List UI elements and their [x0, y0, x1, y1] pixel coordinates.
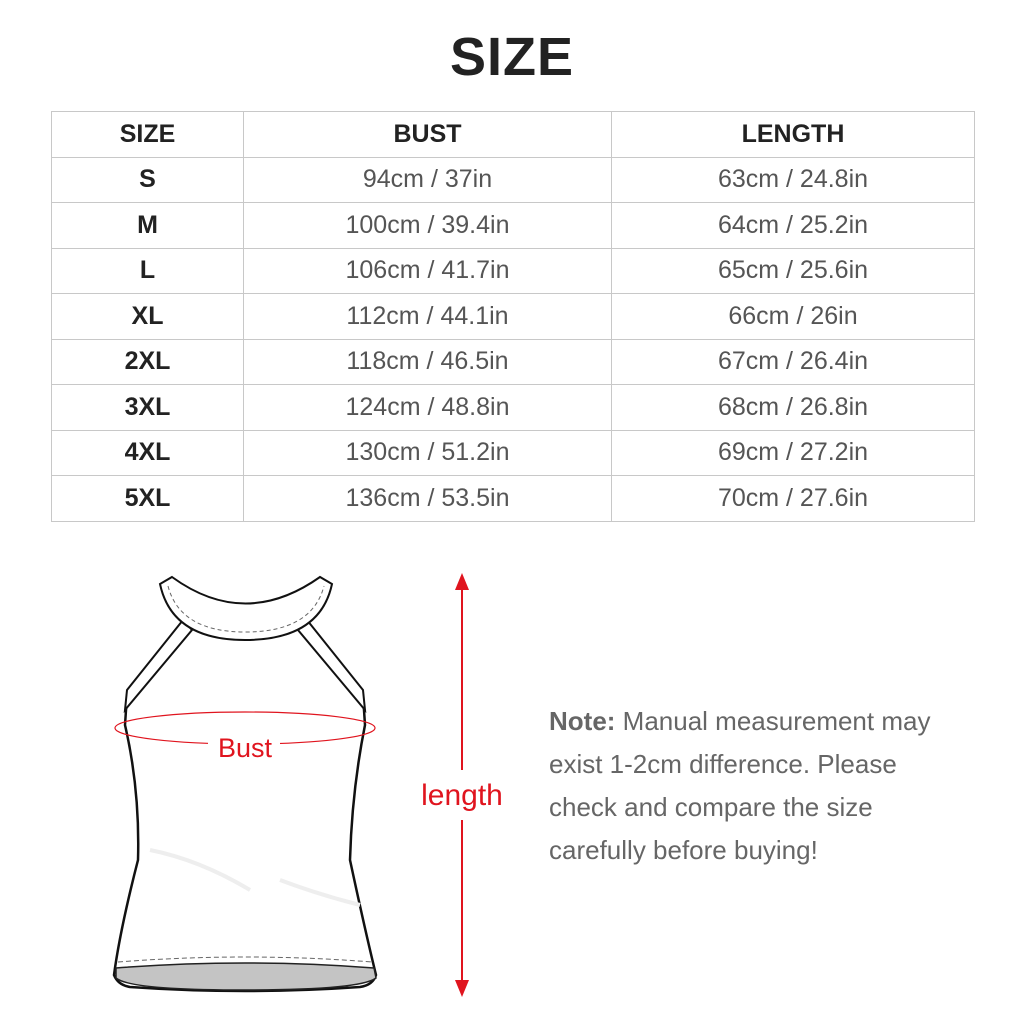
cell-bust: 130cm / 51.2in	[243, 429, 612, 476]
note-label: Note:	[549, 706, 616, 736]
length-measure: length	[421, 573, 503, 997]
cell-length: 63cm / 24.8in	[611, 156, 975, 203]
cell-length: 66cm / 26in	[611, 293, 975, 340]
table-row: 4XL 130cm / 51.2in 69cm / 27.2in	[51, 429, 975, 476]
tank-top-illustration	[112, 575, 378, 993]
table-row: L 106cm / 41.7in 65cm / 25.6in	[51, 247, 975, 294]
cell-length: 67cm / 26.4in	[611, 338, 975, 385]
table-row: 2XL 118cm / 46.5in 67cm / 26.4in	[51, 338, 975, 385]
table-row: S 94cm / 37in 63cm / 24.8in	[51, 156, 975, 203]
cell-length: 70cm / 27.6in	[611, 475, 975, 522]
bust-measure: Bust	[114, 711, 376, 763]
page-title: SIZE	[449, 27, 575, 87]
cell-size: 2XL	[51, 338, 244, 385]
cell-size: S	[51, 156, 244, 203]
cell-size: L	[51, 247, 244, 294]
garment-body	[112, 623, 378, 993]
bust-label: Bust	[218, 733, 273, 763]
cell-bust: 100cm / 39.4in	[243, 202, 612, 249]
hem-band	[115, 962, 377, 991]
arrow-up-icon	[455, 573, 469, 590]
cell-bust: 94cm / 37in	[243, 156, 612, 203]
cell-length: 65cm / 25.6in	[611, 247, 975, 294]
table-row: M 100cm / 39.4in 64cm / 25.2in	[51, 202, 975, 249]
header-length: LENGTH	[611, 111, 975, 158]
measurement-note: Note: Manual measurement may exist 1-2cm…	[549, 700, 969, 872]
cell-length: 68cm / 26.8in	[611, 384, 975, 431]
table-row: 3XL 124cm / 48.8in 68cm / 26.8in	[51, 384, 975, 431]
arrow-down-icon	[455, 980, 469, 997]
header-size: SIZE	[51, 111, 244, 158]
cell-bust: 118cm / 46.5in	[243, 338, 612, 385]
cell-size: M	[51, 202, 244, 249]
table-row: XL 112cm / 44.1in 66cm / 26in	[51, 293, 975, 340]
cell-bust: 124cm / 48.8in	[243, 384, 612, 431]
cell-bust: 106cm / 41.7in	[243, 247, 612, 294]
neck-band	[158, 575, 334, 642]
cell-bust: 136cm / 53.5in	[243, 475, 612, 522]
table-row: 5XL 136cm / 53.5in 70cm / 27.6in	[51, 475, 975, 522]
length-label: length	[421, 779, 503, 812]
cell-size: 4XL	[51, 429, 244, 476]
size-table: SIZE BUST LENGTH S 94cm / 37in 63cm / 24.8…	[51, 111, 975, 522]
note-text: Manual measurement may exist 1-2cm diffe…	[549, 706, 931, 865]
cell-bust: 112cm / 44.1in	[243, 293, 612, 340]
